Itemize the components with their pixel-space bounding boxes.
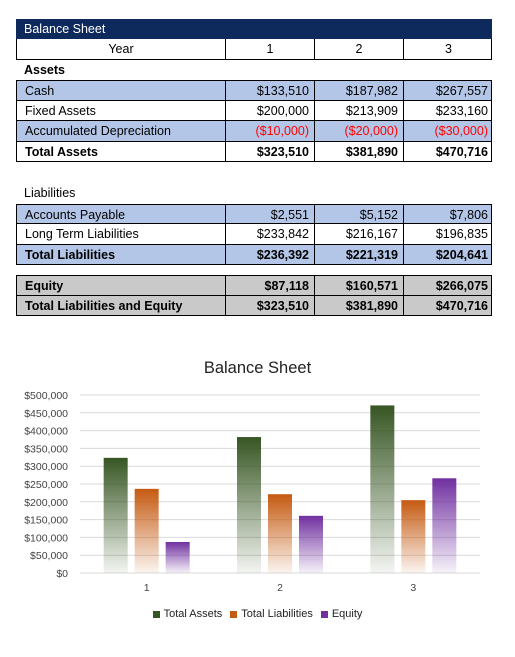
equity-year-3: $266,075 xyxy=(435,279,488,293)
legend-item: Total Liabilities xyxy=(230,608,313,620)
equity-year-1: $87,118 xyxy=(226,276,315,295)
bar-total-liabilities-2 xyxy=(268,494,292,573)
chart-legend: Total Assets Total Liabilities Equity xyxy=(0,608,515,621)
legend-item: Total Assets xyxy=(152,608,223,620)
y-tick-label: $0 xyxy=(56,568,68,580)
row-label-equity: Equity xyxy=(17,276,226,295)
accounts-payable-year-1: $2,551 xyxy=(226,204,315,223)
long-term-year-2: $216,167 xyxy=(315,224,404,244)
accounts-payable-year-3: $7,806 xyxy=(449,207,488,222)
y-tick-label: $450,000 xyxy=(24,408,68,420)
total-assets-row: Total Assets $323,510 $381,890 $470,716 xyxy=(16,141,492,162)
fixed-assets-year-2: $213,909 xyxy=(315,100,404,120)
x-tick-label: 2 xyxy=(277,582,283,594)
bar-total-liabilities-3 xyxy=(401,500,426,573)
total-assets-year-1: $323,510 xyxy=(226,141,315,161)
year-header-3: 3 xyxy=(445,42,452,56)
bar-equity-2 xyxy=(299,515,323,573)
row-label-total-assets: Total Assets xyxy=(17,141,226,161)
assets-heading-row: Assets xyxy=(16,60,492,81)
assets-rows: Cash $133,510 $187,982 $267,557 Fixed As… xyxy=(16,80,492,162)
legend-label: Total Assets xyxy=(163,608,223,620)
total-liabilities-equity-row: Total Liabilities and Equity $323,510 $3… xyxy=(16,295,492,316)
chart-title: Balance Sheet xyxy=(203,359,312,377)
table-row: Cash $133,510 $187,982 $267,557 xyxy=(16,80,492,101)
depreciation-year-2: ($20,000) xyxy=(315,121,404,141)
depreciation-year-1: ($10,000) xyxy=(226,121,315,141)
accounts-payable-year-2: $5,152 xyxy=(315,204,404,223)
liabilities-heading: Liabilities xyxy=(24,186,76,200)
total-liabilities-year-3: $204,641 xyxy=(435,247,488,262)
bar-total-assets-2 xyxy=(237,437,261,573)
table-row: Accumulated Depreciation ($10,000) ($20,… xyxy=(16,121,492,142)
chart-plot: $0 $50,000 $100,000 $150,000 $200,000 $250,00… xyxy=(24,390,480,594)
total-liabilities-year-2: $221,319 xyxy=(315,244,404,264)
depreciation-year-3: ($30,000) xyxy=(434,124,488,138)
legend-label: Equity xyxy=(331,608,363,620)
long-term-year-3: $196,835 xyxy=(435,227,488,241)
cash-year-2: $187,982 xyxy=(315,81,404,100)
row-label-fixed-assets: Fixed Assets xyxy=(17,100,226,120)
fixed-assets-year-1: $200,000 xyxy=(226,100,315,120)
row-label-cash: Cash xyxy=(17,81,226,100)
year-header-2: 2 xyxy=(315,39,404,59)
row-label-accumulated-depreciation: Accumulated Depreciation xyxy=(17,121,226,141)
bar-total-liabilities-1 xyxy=(134,488,159,573)
liabilities-rows: Accounts Payable $2,551 $5,152 $7,806 Lo… xyxy=(16,203,492,265)
x-tick-label: 1 xyxy=(144,582,150,594)
table-row: Long Term Liabilities $233,842 $216,167 … xyxy=(16,224,492,245)
equity-row: Equity $87,118 $160,571 $266,075 xyxy=(16,275,492,296)
y-tick-label: $250,000 xyxy=(24,479,68,491)
bar-total-assets-1 xyxy=(103,457,128,573)
row-label-accounts-payable: Accounts Payable xyxy=(17,204,226,223)
year-header-1: 1 xyxy=(226,39,315,59)
total-assets-year-3: $470,716 xyxy=(435,144,488,159)
table-row: Accounts Payable $2,551 $5,152 $7,806 xyxy=(16,203,492,224)
legend-swatch xyxy=(152,610,160,618)
legend-label: Total Liabilities xyxy=(241,608,313,620)
y-tick-label: $200,000 xyxy=(24,497,68,509)
assets-heading: Assets xyxy=(24,62,65,77)
legend-swatch xyxy=(230,610,238,618)
total-le-year-3: $470,716 xyxy=(435,298,488,313)
year-header-label: Year xyxy=(17,39,226,59)
fixed-assets-year-3: $233,160 xyxy=(435,103,488,118)
bar-total-assets-3 xyxy=(370,405,395,573)
row-label-total-liabilities: Total Liabilities xyxy=(17,244,226,264)
balance-sheet-table: Balance Sheet Year 1 2 3 Assets Cash $13… xyxy=(16,19,492,316)
total-le-year-2: $381,890 xyxy=(315,295,404,315)
y-tick-label: $500,000 xyxy=(24,390,68,402)
long-term-year-1: $233,842 xyxy=(226,224,315,244)
liabilities-heading-row: Liabilities xyxy=(16,183,492,204)
y-tick-label: $350,000 xyxy=(24,443,68,455)
cash-year-3: $267,557 xyxy=(435,84,488,98)
row-label-long-term-liabilities: Long Term Liabilities xyxy=(17,224,226,244)
bar-equity-1 xyxy=(165,541,190,573)
equity-year-2: $160,571 xyxy=(315,276,404,295)
row-label-total-liabilities-equity: Total Liabilities and Equity xyxy=(17,295,226,315)
legend-swatch xyxy=(320,610,328,618)
year-header-row: Year 1 2 3 xyxy=(16,39,492,60)
y-tick-label: $50,000 xyxy=(30,550,68,562)
equity-rows: Equity $87,118 $160,571 $266,075 Total L… xyxy=(16,275,492,316)
total-assets-year-2: $381,890 xyxy=(315,141,404,161)
y-tick-label: $400,000 xyxy=(24,426,68,438)
y-tick-label: $100,000 xyxy=(24,532,68,544)
x-tick-label: 3 xyxy=(410,582,416,594)
bar-equity-3 xyxy=(432,478,457,573)
total-le-year-1: $323,510 xyxy=(226,295,315,315)
total-liabilities-row: Total Liabilities $236,392 $221,319 $204… xyxy=(16,244,492,265)
sheet-title: Balance Sheet xyxy=(16,19,492,39)
balance-sheet-chart: Balance Sheet $0 $50,000 $100,000 $150,000 $… xyxy=(0,348,515,648)
total-liabilities-year-1: $236,392 xyxy=(226,244,315,264)
cash-year-1: $133,510 xyxy=(226,81,315,100)
y-tick-label: $300,000 xyxy=(24,461,68,473)
table-row: Fixed Assets $200,000 $213,909 $233,160 xyxy=(16,100,492,121)
y-tick-label: $150,000 xyxy=(24,515,68,527)
legend-item: Equity xyxy=(320,608,363,620)
